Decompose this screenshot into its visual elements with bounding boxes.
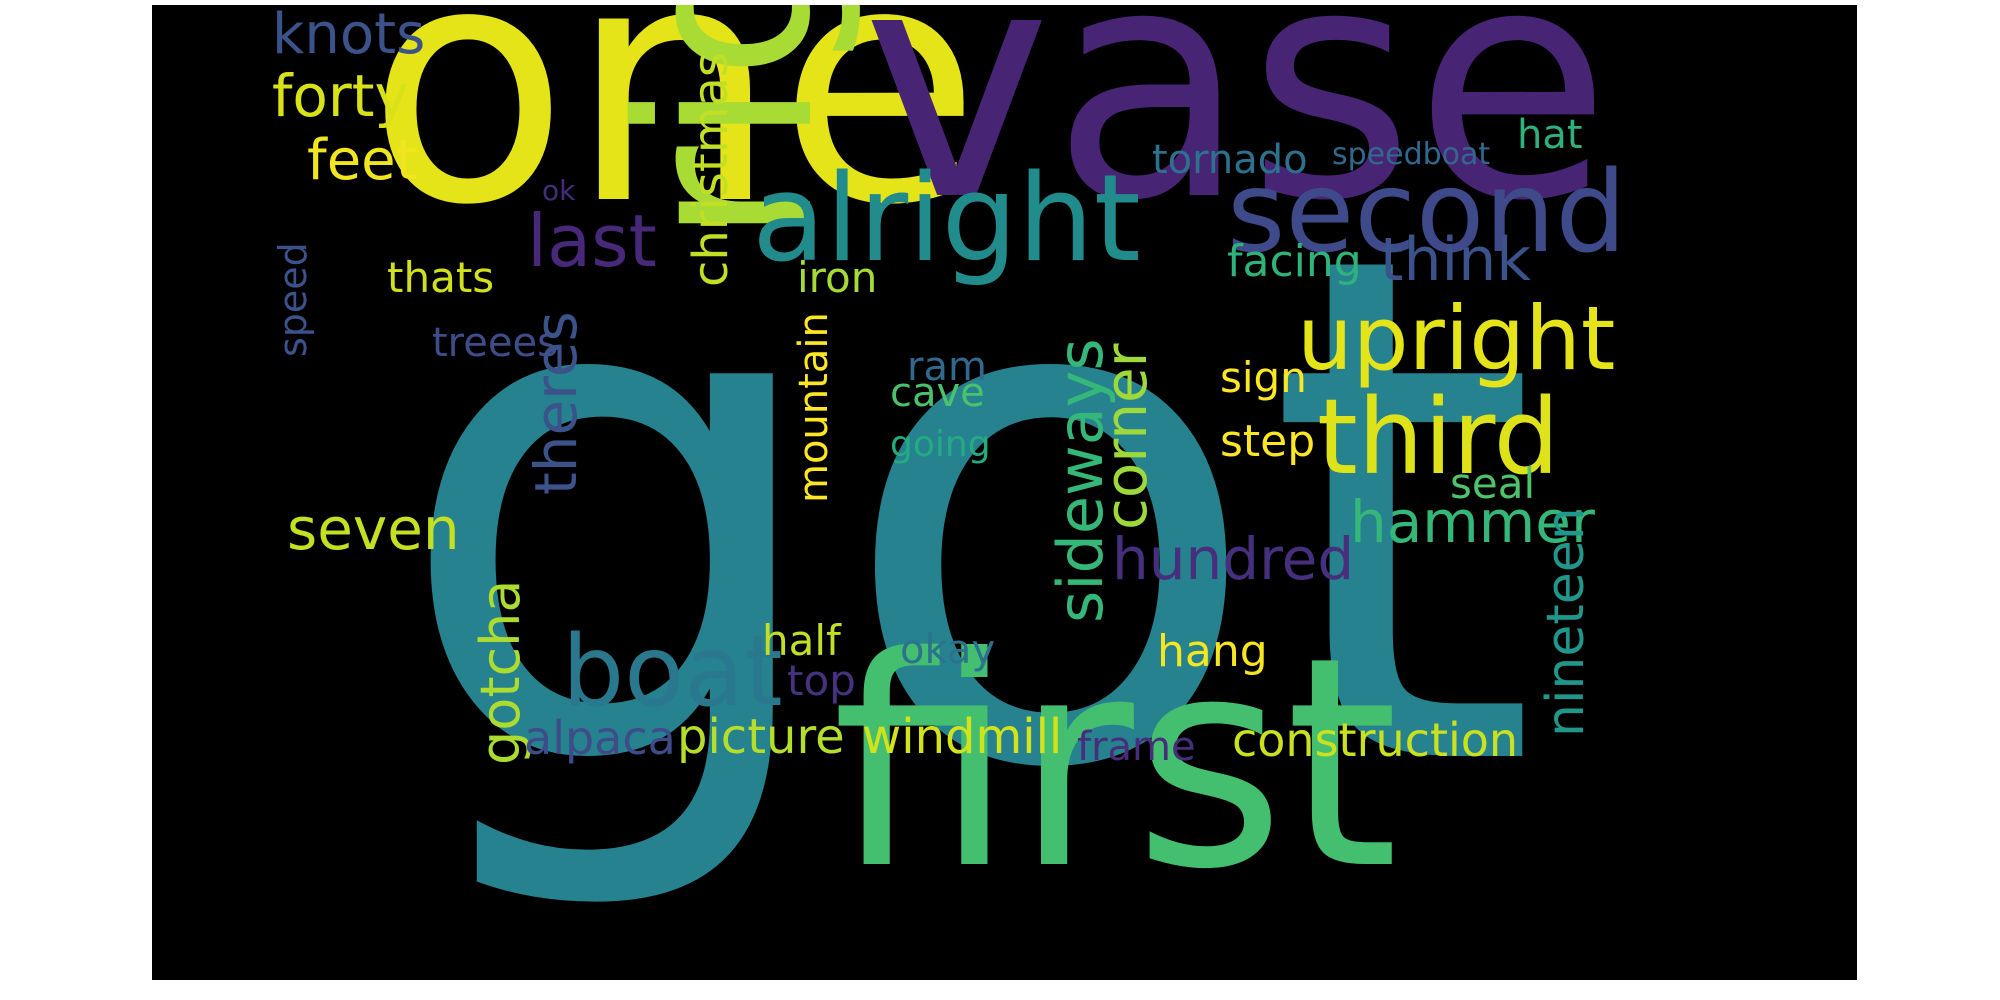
word-hammer: hammer bbox=[1350, 488, 1595, 556]
word-mountain: mountain bbox=[791, 312, 837, 503]
word-seven: seven bbox=[287, 495, 460, 563]
word-construction: construction bbox=[1232, 713, 1519, 767]
word-sign: sign bbox=[1220, 353, 1307, 402]
word-okay: okay bbox=[900, 627, 996, 673]
word-top: top bbox=[787, 656, 856, 705]
word-knots: knots bbox=[272, 5, 426, 67]
word-speedboat: speedboat bbox=[1332, 137, 1491, 172]
word-got: got bbox=[392, 107, 1540, 922]
word-alpaca: alpaca bbox=[524, 711, 676, 765]
word-frame: frame bbox=[1077, 724, 1196, 770]
word-hundred: hundred bbox=[1112, 525, 1355, 593]
word-cloud: got one vase first right alright second … bbox=[152, 5, 1857, 980]
word-think: think bbox=[1380, 225, 1531, 295]
word-one: one bbox=[367, 5, 982, 277]
word-third: third bbox=[1317, 376, 1560, 498]
word-last: last bbox=[527, 199, 657, 283]
word-vase: vase bbox=[862, 5, 1612, 271]
word-cave: cave bbox=[890, 370, 985, 416]
word-boat: boat bbox=[562, 615, 783, 729]
word-windmill: windmill bbox=[862, 709, 1063, 765]
word-picture: picture bbox=[677, 709, 845, 765]
word-iron: iron bbox=[797, 253, 878, 302]
word-corner: corner bbox=[1092, 343, 1160, 531]
word-facing: facing bbox=[1227, 236, 1362, 287]
word-thats: thats bbox=[387, 253, 495, 302]
word-christmas: christmas bbox=[683, 52, 739, 287]
word-feet: feet bbox=[307, 128, 418, 193]
word-treees: treees bbox=[432, 320, 558, 366]
word-first: first bbox=[832, 596, 1399, 933]
word-second: second bbox=[1227, 148, 1627, 278]
word-gotcha: gotcha bbox=[469, 579, 532, 766]
word-half: half bbox=[762, 616, 841, 665]
word-nineteen: nineteen bbox=[1536, 507, 1596, 737]
word-tornado: tornado bbox=[1152, 137, 1308, 183]
word-hat: hat bbox=[1517, 112, 1583, 158]
word-forty: forty bbox=[272, 62, 409, 130]
word-alright: alright bbox=[752, 150, 1141, 289]
word-going: going bbox=[890, 424, 991, 465]
word-hang: hang bbox=[1157, 626, 1268, 677]
word-upright: upright bbox=[1297, 287, 1616, 390]
word-seal: seal bbox=[1450, 459, 1536, 508]
word-step: step bbox=[1220, 416, 1316, 467]
word-theres: theres bbox=[522, 311, 590, 495]
word-speed: speed bbox=[271, 242, 315, 357]
word-ram: ram bbox=[907, 344, 987, 390]
word-ok: ok bbox=[542, 174, 576, 207]
